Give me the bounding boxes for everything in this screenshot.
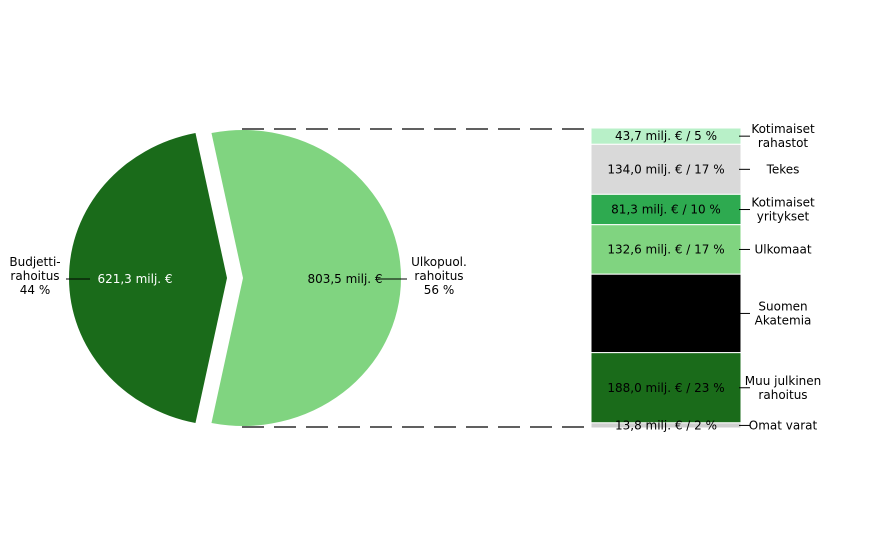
bar-category-label: rahoitus: [758, 388, 807, 402]
bar-category-label: yritykset: [757, 210, 810, 224]
bar-segment: [590, 224, 742, 275]
pie-value-label: 803,5 milj. €: [307, 272, 382, 286]
bar-category-label: Suomen: [758, 299, 807, 313]
pie-slice-ulkopuol: [211, 130, 401, 426]
bar-value-label: 132,6 milj. € / 17 %: [607, 242, 724, 256]
pie-category-label: 56 %: [424, 283, 455, 297]
pie-category-label: rahoitus: [10, 269, 59, 283]
bar-value-label: 13,8 milj. € / 2 %: [615, 418, 717, 432]
bar-category-label: rahastot: [758, 136, 809, 150]
bar-value-label: 210,1 milj. € / 26 %: [607, 306, 724, 320]
pie-category-label: Budjetti-: [9, 255, 60, 269]
pie-category-label: Ulkopuol.: [411, 255, 467, 269]
bar-value-label: 81,3 milj. € / 10 %: [611, 203, 721, 217]
bar-category-label: Muu julkinen: [745, 374, 822, 388]
bar-category-label: Akatemia: [755, 313, 812, 327]
pie-slice-budjetti: [68, 132, 227, 424]
bar-value-label: 188,0 milj. € / 23 %: [607, 381, 724, 395]
labels: 621,3 milj. € 803,5 milj. € Budjetti-rahoi…: [9, 122, 821, 432]
pie: [68, 130, 401, 426]
bar-category-label: Ulkomaat: [754, 242, 811, 256]
bar-category-label: Omat varat: [749, 418, 818, 432]
bar-segment: [590, 352, 742, 424]
bar-value-label: 43,7 milj. € / 5 %: [615, 129, 717, 143]
bar-segment: [590, 193, 742, 226]
bar-category-label: Tekes: [766, 162, 800, 176]
pie-value-label: 621,3 milj. €: [97, 272, 172, 286]
pie-category-label: rahoitus: [414, 269, 463, 283]
breakdown-bar: [590, 127, 742, 429]
connector-lines: [242, 128, 591, 428]
bar-category-label: Kotimaiset: [751, 196, 815, 210]
bar-segment: [590, 273, 742, 354]
pie-category-label: 44 %: [20, 283, 51, 297]
bar-category-label: Kotimaiset: [751, 122, 815, 136]
bar-value-label: 134,0 milj. € / 17 %: [607, 162, 724, 176]
